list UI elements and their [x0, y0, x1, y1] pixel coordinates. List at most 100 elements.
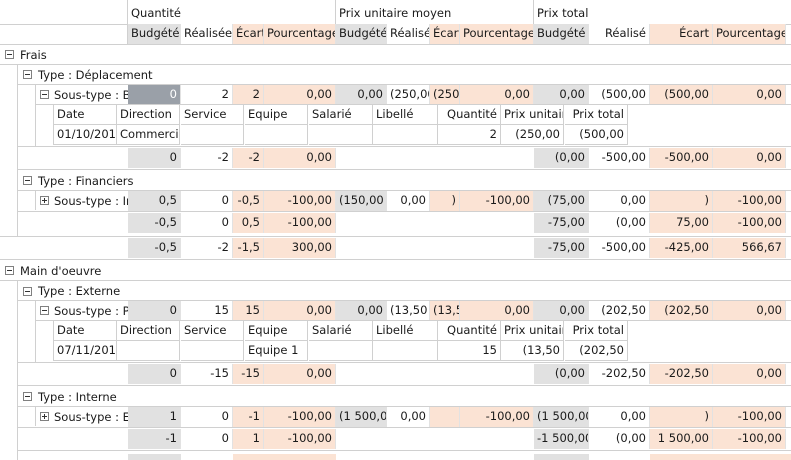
detail-cell[interactable]	[245, 125, 308, 145]
value-cell[interactable]: (13,50	[387, 301, 430, 321]
collapse-financiers-toggle[interactable]	[23, 176, 32, 185]
detail-cell[interactable]	[309, 125, 373, 145]
value-cell[interactable]: -75,00	[534, 213, 589, 233]
value-cell[interactable]: -202,50	[650, 364, 713, 384]
detail-column-header[interactable]: Prix total	[565, 105, 628, 125]
value-cell[interactable]: 0,00	[460, 85, 534, 105]
detail-column-header[interactable]: Service	[181, 321, 244, 341]
detail-column-header[interactable]: Direction	[117, 321, 180, 341]
value-cell[interactable]: 0,00	[387, 191, 430, 211]
detail-column-header[interactable]: Prix total	[565, 321, 628, 341]
value-cell[interactable]: 566,67	[713, 238, 786, 258]
value-cell[interactable]: -500,00	[589, 238, 650, 258]
column-header[interactable]: Pourcentage	[264, 24, 336, 44]
value-cell[interactable]: 0,00	[264, 148, 336, 168]
detail-column-header[interactable]: Quantité	[437, 321, 501, 341]
value-cell[interactable]: 1 500,00	[650, 429, 713, 449]
value-cell[interactable]: -0,5	[233, 191, 264, 211]
value-cell[interactable]: (250,00	[387, 85, 430, 105]
collapse-deplacement-toggle[interactable]	[23, 70, 32, 79]
value-cell[interactable]: 0,00	[336, 301, 387, 321]
detail-column-header[interactable]: Date	[54, 105, 117, 125]
collapse-subtype-p-toggle[interactable]	[40, 306, 49, 315]
detail-cell[interactable]: 2	[437, 125, 501, 145]
value-cell[interactable]: -1	[128, 429, 181, 449]
value-cell[interactable]: -100,00	[264, 429, 336, 449]
value-cell[interactable]: -0,5	[128, 213, 181, 233]
value-cell[interactable]: -500,00	[650, 148, 713, 168]
detail-cell[interactable]	[181, 125, 244, 145]
column-header[interactable]: Réalisé	[589, 24, 650, 44]
value-cell[interactable]: (500,00	[589, 85, 650, 105]
value-cell[interactable]: -2	[181, 148, 233, 168]
column-header[interactable]: Pourcentage	[713, 24, 786, 44]
value-cell[interactable]: 75,00	[650, 213, 713, 233]
expand-subtype-ir-toggle[interactable]	[40, 196, 49, 205]
detail-column-header[interactable]: Quantité	[437, 105, 501, 125]
value-cell[interactable]: (150,00	[336, 191, 387, 211]
column-header[interactable]: Écart	[650, 24, 713, 44]
value-cell[interactable]: 0	[181, 191, 233, 211]
value-cell[interactable]: -500,00	[589, 148, 650, 168]
value-cell[interactable]: 300,00	[264, 238, 336, 258]
detail-column-header[interactable]: Date	[54, 321, 117, 341]
value-cell[interactable]: 0,00	[534, 301, 589, 321]
detail-column-header[interactable]: Prix unitaire	[501, 105, 564, 125]
value-cell[interactable]: -15	[233, 364, 264, 384]
value-cell[interactable]: 0,00	[713, 301, 786, 321]
value-cell[interactable]: 0,00	[589, 191, 650, 211]
detail-cell[interactable]: (202,50	[565, 341, 628, 361]
collapse-interne-toggle[interactable]	[23, 392, 32, 401]
value-cell[interactable]: 15	[233, 301, 264, 321]
value-cell[interactable]: 0,00	[713, 85, 786, 105]
value-cell[interactable]: -2	[181, 238, 233, 258]
value-cell[interactable]: 0	[128, 364, 181, 384]
value-cell[interactable]: (75,00	[534, 191, 589, 211]
expand-subtype-ei-toggle[interactable]	[40, 412, 49, 421]
value-cell[interactable]: 0,5	[233, 213, 264, 233]
collapse-frais-toggle[interactable]	[5, 50, 14, 59]
collapse-externe-toggle[interactable]	[23, 287, 32, 296]
value-cell[interactable]: 2	[181, 85, 233, 105]
value-cell[interactable]: (500,00	[650, 85, 713, 105]
value-cell[interactable]: (13,5(	[430, 301, 460, 321]
column-header[interactable]: Écart	[430, 24, 460, 44]
value-cell[interactable]: -75,00	[534, 238, 589, 258]
value-cell[interactable]: (202,50	[650, 301, 713, 321]
value-cell[interactable]: -100,00	[713, 429, 786, 449]
detail-cell[interactable]	[373, 341, 438, 361]
value-cell[interactable]: -1	[233, 407, 264, 427]
value-cell[interactable]: -1,5	[233, 238, 264, 258]
value-cell[interactable]: 0	[128, 85, 181, 105]
value-cell[interactable]: (250,0	[430, 85, 460, 105]
value-cell[interactable]	[430, 407, 460, 427]
value-cell[interactable]: )	[650, 191, 713, 211]
value-cell[interactable]: -100,00	[713, 407, 786, 427]
detail-cell[interactable]	[181, 341, 244, 361]
value-cell[interactable]: 0,00	[534, 85, 589, 105]
column-header[interactable]: Réalisée	[181, 24, 233, 44]
value-cell[interactable]: -100,00	[264, 213, 336, 233]
value-cell[interactable]: -0,5	[128, 238, 181, 258]
value-cell[interactable]: -202,50	[589, 364, 650, 384]
value-cell[interactable]: 0,5	[128, 191, 181, 211]
value-cell[interactable]: 0	[128, 301, 181, 321]
value-cell[interactable]: 0,00	[713, 148, 786, 168]
detail-column-header[interactable]: Service	[181, 105, 244, 125]
value-cell[interactable]: 0,00	[264, 301, 336, 321]
detail-column-header[interactable]: Prix unitaire	[501, 321, 564, 341]
value-cell[interactable]: -100,00	[713, 191, 786, 211]
value-cell[interactable]: (1 500,00	[336, 407, 387, 427]
detail-column-header[interactable]: Equipe	[245, 105, 308, 125]
value-cell[interactable]: (0,00	[534, 148, 589, 168]
collapse-main-oeuvre-toggle[interactable]	[5, 266, 14, 275]
value-cell[interactable]: )	[430, 191, 460, 211]
detail-cell[interactable]	[117, 341, 180, 361]
value-cell[interactable]: -425,00	[650, 238, 713, 258]
column-header[interactable]: Budgétée	[128, 24, 181, 44]
value-cell[interactable]: 0	[181, 213, 233, 233]
value-cell[interactable]: 15	[181, 301, 233, 321]
collapse-subtype-b-toggle[interactable]	[40, 90, 49, 99]
value-cell[interactable]: -100,00	[264, 407, 336, 427]
value-cell[interactable]: (1 500,00	[534, 407, 589, 427]
